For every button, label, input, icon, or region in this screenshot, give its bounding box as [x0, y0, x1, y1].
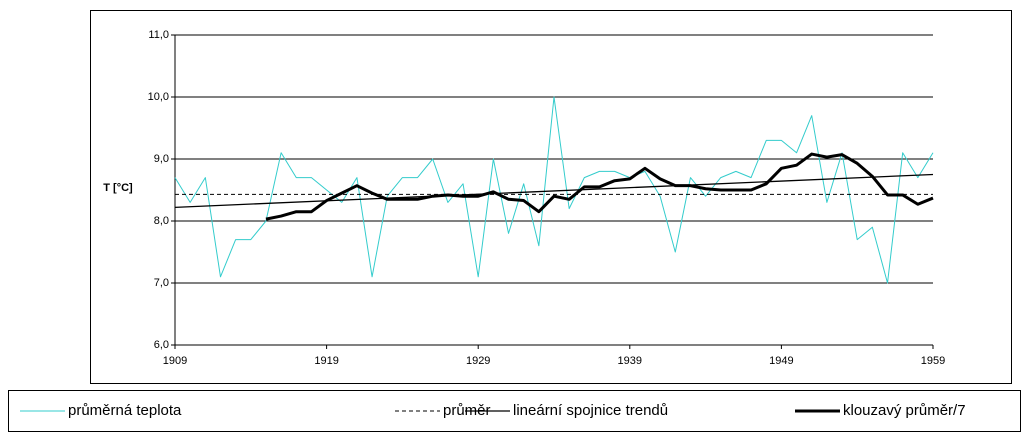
chart-frame: [90, 10, 1012, 384]
x-tick-label: 1959: [921, 355, 945, 367]
x-tick-label: 1919: [314, 355, 338, 367]
legend-frame: [8, 390, 1021, 432]
legend-label: průměrná teplota: [68, 402, 182, 419]
y-tick-label: 8,0: [154, 215, 169, 227]
x-tick-label: 1939: [618, 355, 642, 367]
legend-label: lineární spojnice trendů: [513, 402, 668, 419]
y-tick-label: 9,0: [154, 153, 169, 165]
x-tick-label: 1909: [163, 355, 187, 367]
y-tick-label: 6,0: [154, 339, 169, 351]
legend-label: klouzavý průměr/7: [843, 402, 966, 419]
y-tick-label: 10,0: [148, 91, 169, 103]
y-axis-label: T [°C]: [103, 182, 133, 194]
x-tick-label: 1929: [466, 355, 490, 367]
x-tick-label: 1949: [769, 355, 793, 367]
y-tick-label: 11,0: [148, 29, 169, 41]
series-line: [265, 152, 934, 221]
series-line: [174, 173, 934, 209]
series-line: [174, 96, 934, 284]
y-tick-label: 7,0: [154, 277, 169, 289]
